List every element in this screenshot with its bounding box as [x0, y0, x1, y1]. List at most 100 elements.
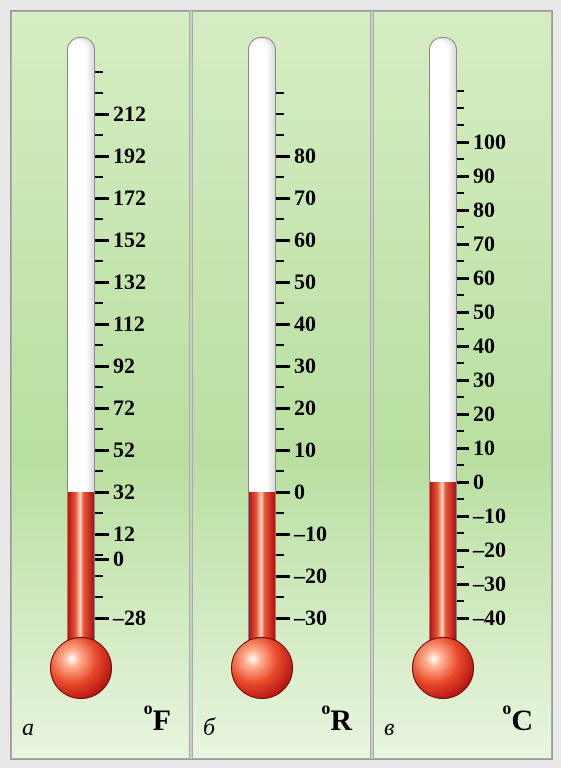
- thermo-bulb: [412, 637, 474, 699]
- scale-label: 132: [113, 269, 146, 295]
- minor-tick: [276, 470, 284, 472]
- minor-tick: [457, 600, 464, 602]
- major-tick: [276, 491, 290, 494]
- panel-letter: б: [203, 715, 215, 742]
- major-tick: [457, 481, 469, 484]
- scale-label: 90: [473, 163, 495, 189]
- scale-label: –28: [113, 605, 146, 631]
- major-tick: [276, 323, 290, 326]
- minor-tick: [95, 386, 103, 388]
- minor-tick: [276, 554, 284, 556]
- scale-label: 10: [473, 435, 495, 461]
- major-tick: [95, 197, 109, 200]
- scale-label: 32: [113, 479, 135, 505]
- minor-tick: [95, 344, 103, 346]
- scale-label: 30: [473, 367, 495, 393]
- major-tick: [276, 533, 290, 536]
- major-tick: [95, 323, 109, 326]
- scale-label: 0: [113, 546, 124, 572]
- major-tick: [457, 549, 469, 552]
- major-tick: [276, 365, 290, 368]
- scale-label: 112: [113, 311, 145, 337]
- minor-tick: [457, 124, 464, 126]
- thermo-tube: [67, 37, 95, 659]
- minor-tick: [95, 575, 103, 577]
- major-tick: [276, 197, 290, 200]
- scale-label: 20: [294, 395, 316, 421]
- minor-tick: [457, 430, 464, 432]
- minor-tick: [276, 260, 284, 262]
- scale-label: 40: [294, 311, 316, 337]
- scale-label: 12: [113, 521, 135, 547]
- major-tick: [457, 345, 469, 348]
- minor-tick: [276, 512, 284, 514]
- thermo-fluid: [249, 492, 275, 658]
- major-tick: [457, 413, 469, 416]
- scale-label: 52: [113, 437, 135, 463]
- minor-tick: [276, 596, 284, 598]
- unit-label: oC: [502, 704, 533, 738]
- minor-tick: [457, 192, 464, 194]
- major-tick: [95, 558, 109, 561]
- scale-label: 212: [113, 101, 146, 127]
- thermo-bulb: [50, 637, 112, 699]
- minor-tick: [95, 176, 103, 178]
- scale-label: 30: [294, 353, 316, 379]
- scale-label: –10: [294, 521, 327, 547]
- minor-tick: [276, 218, 284, 220]
- minor-tick: [95, 596, 103, 598]
- minor-tick: [457, 498, 464, 500]
- minor-tick: [276, 302, 284, 304]
- thermo-fluid: [68, 492, 94, 658]
- major-tick: [457, 583, 469, 586]
- minor-tick: [95, 218, 103, 220]
- scale-label: 10: [294, 437, 316, 463]
- major-tick: [95, 617, 109, 620]
- major-tick: [276, 617, 290, 620]
- major-tick: [457, 277, 469, 280]
- major-tick: [95, 155, 109, 158]
- scale-label: –30: [294, 605, 327, 631]
- thermo-tube: [429, 37, 457, 659]
- minor-tick: [457, 464, 464, 466]
- major-tick: [276, 239, 290, 242]
- minor-tick: [276, 428, 284, 430]
- major-tick: [95, 533, 109, 536]
- minor-tick: [95, 134, 103, 136]
- panel-letter: а: [22, 715, 34, 742]
- thermo-bulb: [231, 637, 293, 699]
- scale-label: 60: [473, 265, 495, 291]
- scale-label: –40: [473, 605, 506, 631]
- thermo-panel-2: –40–30–20–100102030405060708090100вoC: [373, 11, 552, 759]
- scale-label: 172: [113, 185, 146, 211]
- minor-tick: [95, 554, 103, 556]
- panel-letter: в: [384, 715, 394, 742]
- scale-label: 92: [113, 353, 135, 379]
- unit-label: oF: [144, 704, 171, 738]
- scale-label: –20: [473, 537, 506, 563]
- scale-label: 192: [113, 143, 146, 169]
- major-tick: [457, 209, 469, 212]
- major-tick: [95, 365, 109, 368]
- diagram-frame: –28 012 32 52 72 92 112 132 152 172 192 212 а oF –30 –2…: [10, 10, 553, 760]
- scale-label: 40: [473, 333, 495, 359]
- scale-label: 152: [113, 227, 146, 253]
- scale-label: 20: [473, 401, 495, 427]
- minor-tick: [457, 566, 464, 568]
- major-tick: [457, 447, 469, 450]
- minor-tick: [457, 226, 464, 228]
- major-tick: [457, 515, 469, 518]
- minor-tick: [457, 294, 464, 296]
- thermo-panel-1: –30–20–1001020304050607080бoR: [192, 11, 371, 759]
- major-tick: [95, 281, 109, 284]
- scale-label: –10: [473, 503, 506, 529]
- minor-tick: [457, 532, 464, 534]
- minor-tick: [457, 328, 464, 330]
- scale-label: 50: [294, 269, 316, 295]
- scale-label: 72: [113, 395, 135, 421]
- minor-tick: [95, 428, 103, 430]
- minor-tick: [457, 107, 464, 109]
- thermo-fluid: [430, 482, 456, 658]
- minor-tick: [276, 344, 284, 346]
- major-tick: [457, 243, 469, 246]
